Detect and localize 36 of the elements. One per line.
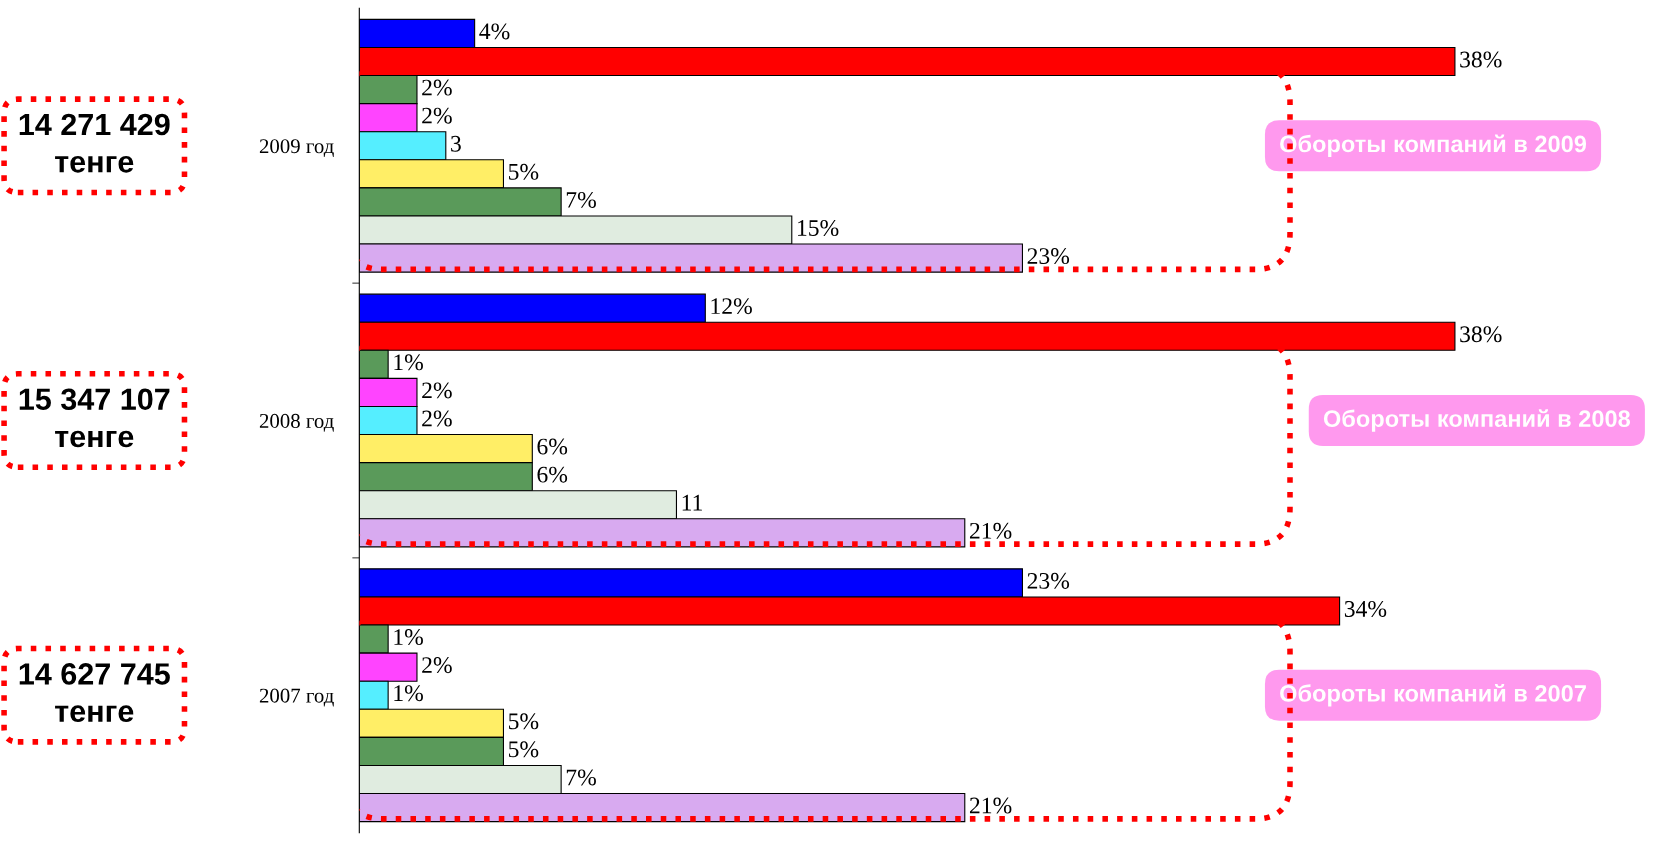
- data-label: 23%: [1027, 248, 1070, 265]
- data-label: 38%: [1460, 326, 1502, 343]
- data-label: 1%: [394, 354, 423, 371]
- data-label: 38%: [1460, 51, 1502, 68]
- annotation: Обороты компаний в 2008: [1323, 409, 1631, 432]
- y-tick-label: 2009 год: [259, 139, 334, 158]
- data-label: 6%: [537, 466, 568, 483]
- data-label: 7%: [566, 769, 596, 786]
- text: 14 271 429 тенге: [19, 113, 170, 173]
- data-label: 5%: [509, 741, 539, 758]
- annotation: Обороты компаний в 2009: [1280, 134, 1587, 158]
- data-label: 12%: [711, 298, 752, 315]
- data-label: 7%: [566, 191, 596, 208]
- data-label: 21%: [969, 522, 1012, 539]
- data-label: 21%: [969, 797, 1012, 814]
- text: 15 347 107 тенге: [19, 388, 170, 448]
- y-tick-label: 2007 год: [259, 688, 334, 707]
- data-label: 2%: [422, 657, 452, 674]
- data-label: 5%: [509, 713, 539, 730]
- text: 14 627 745 тенге: [19, 663, 170, 723]
- y-tick-label: 2008 год: [259, 413, 334, 432]
- annotation: Обороты компаний в 2007: [1280, 683, 1586, 707]
- data-label: 5%: [509, 163, 539, 180]
- data-label: 3: [451, 135, 461, 152]
- data-label: 34%: [1344, 600, 1387, 617]
- data-label: 2%: [422, 79, 452, 96]
- data-label: 23%: [1027, 572, 1070, 589]
- data-label: 15%: [798, 220, 839, 237]
- data-label: 1%: [394, 685, 423, 702]
- data-label: 11: [682, 494, 702, 511]
- data-label: 2%: [422, 382, 452, 399]
- data-label: 4%: [479, 23, 510, 40]
- data-label: 2%: [422, 410, 452, 427]
- data-label: 2%: [422, 107, 452, 124]
- data-label: 6%: [537, 438, 568, 455]
- data-label: 1%: [394, 629, 423, 646]
